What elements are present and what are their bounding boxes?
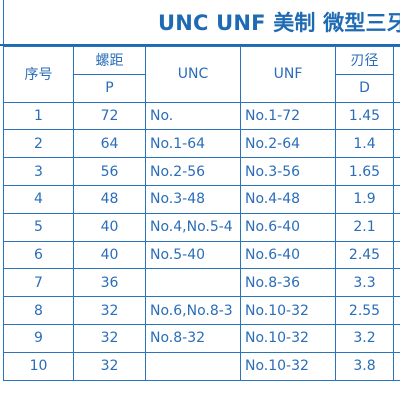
cell-seq: 1 bbox=[3, 101, 74, 131]
table-row: 6 40 No.5-40 No.6-40 2.45 bbox=[3, 240, 400, 270]
cell-unf: No.10-32 bbox=[240, 323, 336, 353]
cell-pitch: 48 bbox=[73, 184, 146, 214]
table-row: 4 48 No.3-48 No.4-48 1.9 bbox=[3, 184, 400, 214]
table-row: 1 72 No. No.1-72 1.45 bbox=[3, 101, 400, 131]
header-diameter-unit: D bbox=[335, 73, 394, 103]
cell-diameter: 1.9 bbox=[335, 184, 394, 214]
cell-diameter: 3.3 bbox=[335, 268, 394, 298]
cell-extra bbox=[393, 296, 400, 325]
table-title: UNC UNF 美制 微型三牙内 bbox=[158, 11, 400, 35]
cell-extra bbox=[393, 129, 400, 159]
header-extra-cell bbox=[393, 46, 400, 103]
cell-extra bbox=[393, 184, 400, 214]
cell-pitch: 32 bbox=[73, 296, 146, 325]
cell-extra bbox=[393, 323, 400, 353]
header-row-top: 序号 螺距 UNC UNF 刃径 bbox=[3, 46, 400, 103]
cell-diameter: 1.4 bbox=[335, 129, 394, 159]
cell-unf: No.3-56 bbox=[240, 157, 336, 186]
header-unf: UNF bbox=[240, 46, 336, 103]
table-row: 2 64 No.1-64 No.2-64 1.4 bbox=[3, 129, 400, 159]
table-row: 10 32 No.10-32 3.8 bbox=[3, 351, 400, 381]
cell-extra bbox=[393, 268, 400, 298]
cell-pitch: 32 bbox=[73, 323, 146, 353]
header-seq: 序号 bbox=[3, 46, 74, 103]
cell-unf: No.8-36 bbox=[240, 268, 336, 298]
cell-diameter: 2.55 bbox=[335, 296, 394, 325]
cell-pitch: 32 bbox=[73, 351, 146, 381]
header-pitch: 螺距 bbox=[73, 46, 146, 75]
cell-pitch: 40 bbox=[73, 212, 146, 242]
cell-extra bbox=[393, 157, 400, 186]
cell-diameter: 2.45 bbox=[335, 240, 394, 270]
cell-diameter: 2.1 bbox=[335, 212, 394, 242]
header-unc: UNC bbox=[145, 46, 241, 103]
table-body: 序号 螺距 UNC UNF 刃径 P D 1 72 No. No.1-72 1.45 2 6… bbox=[3, 46, 400, 381]
cell-unc bbox=[145, 268, 241, 298]
header-diameter: 刃径 bbox=[335, 46, 394, 75]
cell-pitch: 72 bbox=[73, 101, 146, 131]
cell-unf: No.1-72 bbox=[240, 101, 336, 131]
cell-unf: No.6-40 bbox=[240, 240, 336, 270]
cell-unf: No.10-32 bbox=[240, 296, 336, 325]
table-row: 8 32 No.6,No.8-3 No.10-32 2.55 bbox=[3, 296, 400, 325]
title-bar: UNC UNF 美制 微型三牙内 bbox=[0, 0, 400, 46]
cell-unc: No.5-40 bbox=[145, 240, 241, 270]
cell-diameter: 3.2 bbox=[335, 323, 394, 353]
cell-extra bbox=[393, 351, 400, 381]
cell-diameter: 3.8 bbox=[335, 351, 394, 381]
cell-unc: No.4,No.5-4 bbox=[145, 212, 241, 242]
table-row: 9 32 No.8-32 No.10-32 3.2 bbox=[3, 323, 400, 353]
table-row: 5 40 No.4,No.5-4 No.6-40 2.1 bbox=[3, 212, 400, 242]
cell-diameter: 1.45 bbox=[335, 101, 394, 131]
cell-seq: 2 bbox=[3, 129, 74, 159]
table-row: 7 36 No.8-36 3.3 bbox=[3, 268, 400, 298]
thread-spec-table: 序号 螺距 UNC UNF 刃径 P D 1 72 No. No.1-72 1.45 2 6… bbox=[3, 46, 400, 381]
cell-pitch: 36 bbox=[73, 268, 146, 298]
cell-unc: No.1-64 bbox=[145, 129, 241, 159]
cell-seq: 3 bbox=[3, 157, 74, 186]
cell-extra bbox=[393, 212, 400, 242]
cell-unf: No.10-32 bbox=[240, 351, 336, 381]
cell-seq: 7 bbox=[3, 268, 74, 298]
cell-unc: No.6,No.8-3 bbox=[145, 296, 241, 325]
cell-unc: No.2-56 bbox=[145, 157, 241, 186]
cell-unc: No.3-48 bbox=[145, 184, 241, 214]
cell-seq: 6 bbox=[3, 240, 74, 270]
cell-seq: 4 bbox=[3, 184, 74, 214]
cell-seq: 5 bbox=[3, 212, 74, 242]
header-pitch-unit: P bbox=[73, 73, 146, 103]
cell-seq: 10 bbox=[3, 351, 74, 381]
cell-seq: 8 bbox=[3, 296, 74, 325]
cell-unc bbox=[145, 351, 241, 381]
cell-diameter: 1.65 bbox=[335, 157, 394, 186]
cell-unc: No. bbox=[145, 101, 241, 131]
cell-pitch: 40 bbox=[73, 240, 146, 270]
table-left-border bbox=[3, 0, 4, 44]
cell-unf: No.6-40 bbox=[240, 212, 336, 242]
cell-seq: 9 bbox=[3, 323, 74, 353]
cell-unf: No.2-64 bbox=[240, 129, 336, 159]
table-row: 3 56 No.2-56 No.3-56 1.65 bbox=[3, 157, 400, 186]
cell-extra bbox=[393, 101, 400, 131]
cell-pitch: 56 bbox=[73, 157, 146, 186]
cell-pitch: 64 bbox=[73, 129, 146, 159]
cell-unf: No.4-48 bbox=[240, 184, 336, 214]
cell-extra bbox=[393, 240, 400, 270]
cell-unc: No.8-32 bbox=[145, 323, 241, 353]
